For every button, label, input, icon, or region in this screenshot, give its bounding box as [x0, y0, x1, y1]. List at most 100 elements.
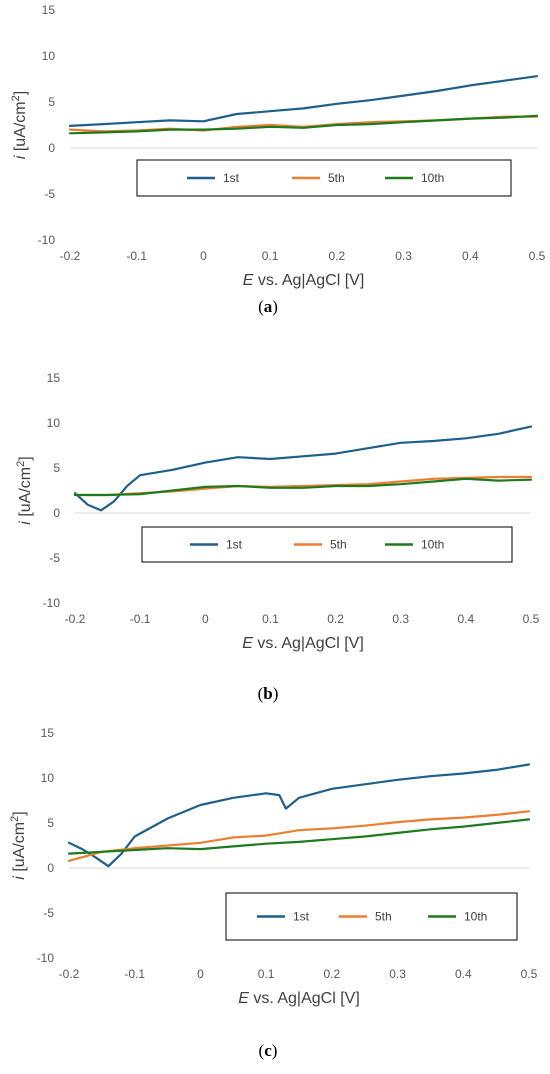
- x-tick-label: 0.2: [329, 249, 346, 263]
- legend-label-10th: 10th: [464, 910, 487, 924]
- y-tick-label: 10: [47, 416, 61, 430]
- y-tick-label: -5: [43, 906, 54, 920]
- panel-label-close: ): [272, 1041, 278, 1060]
- legend-label-5th: 5th: [330, 538, 347, 552]
- y-axis-title-superscript: 2: [15, 461, 27, 467]
- chart-panel-b: -10 -5 0 5 10 15 -0.2 -0.1 0 0.1 0.2 0.3 0.4 0.5 1st 5t…: [15, 371, 540, 703]
- series-line-1st: [67, 763, 531, 868]
- legend-label-5th: 5th: [328, 171, 345, 185]
- y-axis-title-superscript: 2: [9, 816, 21, 822]
- x-tick-label: 0.3: [389, 967, 406, 981]
- y-tick-label: 15: [41, 726, 55, 740]
- y-tick-label: 0: [53, 506, 60, 520]
- panel-label-open: (: [258, 684, 264, 703]
- y-axis-title: i [uA/cm2]: [10, 91, 29, 159]
- x-tick-label: -0.2: [60, 249, 81, 263]
- y-axis-title-text: [uA/cm: [17, 467, 34, 521]
- y-tick-label: 0: [48, 141, 55, 155]
- y-tick-label: 15: [42, 3, 56, 17]
- y-tick-label: 5: [47, 816, 54, 830]
- y-axis-title-close: ]: [11, 811, 28, 815]
- y-tick-label: 15: [47, 371, 61, 385]
- panel-label: (b): [258, 684, 279, 703]
- x-tick-label: -0.1: [126, 249, 147, 263]
- panel-label-close: ): [273, 684, 279, 703]
- y-axis-title: i [uA/cm2]: [15, 456, 34, 524]
- panel-label: (a): [258, 297, 278, 316]
- legend-label-1st: 1st: [226, 538, 243, 552]
- series-line-10th: [68, 114, 539, 135]
- y-tick-label: -10: [37, 951, 55, 965]
- x-tick-label: 0.3: [395, 249, 412, 263]
- chart-panel-c: -10 -5 0 5 10 15 -0.2 -0.1 0 0.1 0.2 0.3 0.4 0.5 1st 5t…: [9, 726, 538, 1060]
- y-tick-label: -5: [44, 187, 55, 201]
- series-line-1st: [73, 425, 533, 512]
- x-axis-title-text: vs. Ag|AgCl [V]: [249, 990, 360, 1007]
- x-tick-label: 0.4: [458, 612, 475, 626]
- panel-label: (c): [259, 1041, 278, 1060]
- panel-label-letter: a: [264, 297, 273, 316]
- series-line-10th: [67, 818, 531, 855]
- chart-panel-a: -10 -5 0 5 10 15 -0.2 -0.1 0 0.1 0.2 0.3 0.4 0.5 1st 5t…: [10, 3, 546, 316]
- series-line-10th: [73, 477, 533, 497]
- x-tick-label: -0.2: [59, 967, 80, 981]
- x-tick-label: 0.2: [324, 967, 341, 981]
- y-tick-label: 5: [53, 461, 60, 475]
- y-tick-label: 5: [48, 95, 55, 109]
- x-tick-label: 0: [200, 249, 207, 263]
- panel-label-letter: c: [264, 1041, 272, 1060]
- y-tick-label: -10: [38, 233, 56, 247]
- x-tick-label: -0.2: [65, 612, 86, 626]
- series-line-5th: [67, 810, 531, 862]
- x-tick-label: 0.5: [529, 249, 546, 263]
- x-axis-title-text: vs. Ag|AgCl [V]: [253, 272, 364, 289]
- y-tick-label: 10: [41, 771, 55, 785]
- x-tick-label: 0.5: [523, 612, 540, 626]
- legend-label-5th: 5th: [375, 910, 392, 924]
- x-axis-title: E vs. Ag|AgCl [V]: [243, 272, 365, 289]
- y-axis-title-close: ]: [17, 456, 34, 460]
- x-tick-label: 0: [197, 967, 204, 981]
- panel-label-open: (: [258, 297, 264, 316]
- x-tick-label: 0.3: [392, 612, 409, 626]
- legend-label-1st: 1st: [223, 171, 240, 185]
- legend-label-10th: 10th: [421, 171, 444, 185]
- y-axis-title-symbol: i: [12, 155, 29, 159]
- x-axis-title-symbol: E: [243, 272, 254, 289]
- y-axis-title-close: ]: [12, 91, 29, 95]
- y-tick-label: -5: [49, 551, 60, 565]
- y-axis-title: i [uA/cm2]: [9, 811, 28, 879]
- y-axis-title-text: [uA/cm: [12, 101, 29, 155]
- panel-label-open: (: [259, 1041, 265, 1060]
- panel-label-close: ): [272, 297, 278, 316]
- y-axis-title-text: [uA/cm: [11, 822, 28, 876]
- series-line-1st: [68, 75, 539, 128]
- x-axis-title-text: vs. Ag|AgCl [V]: [253, 635, 364, 652]
- y-axis-title-symbol: i: [11, 876, 28, 880]
- legend-label-1st: 1st: [293, 910, 310, 924]
- x-axis-title-symbol: E: [238, 990, 249, 1007]
- y-tick-label: -10: [43, 596, 61, 610]
- y-axis-title-symbol: i: [17, 521, 34, 525]
- y-tick-label: 10: [42, 49, 56, 63]
- x-tick-label: 0: [202, 612, 209, 626]
- legend: 1st 5th 10th: [136, 159, 512, 197]
- x-tick-label: 0.4: [462, 249, 479, 263]
- x-tick-label: 0.2: [327, 612, 344, 626]
- x-tick-label: -0.1: [130, 612, 151, 626]
- legend: 1st 5th 10th: [141, 526, 513, 563]
- x-tick-label: 0.4: [455, 967, 472, 981]
- x-axis-title-symbol: E: [242, 635, 253, 652]
- y-axis-title-superscript: 2: [10, 95, 22, 101]
- x-axis-title: E vs. Ag|AgCl [V]: [238, 990, 360, 1007]
- x-tick-label: 0.1: [258, 967, 275, 981]
- x-tick-label: -0.1: [124, 967, 145, 981]
- x-tick-label: 0.5: [521, 967, 538, 981]
- y-tick-label: 0: [47, 861, 54, 875]
- x-axis-title: E vs. Ag|AgCl [V]: [242, 635, 364, 652]
- legend-label-10th: 10th: [421, 538, 444, 552]
- x-tick-label: 0.1: [262, 249, 279, 263]
- x-tick-label: 0.1: [262, 612, 279, 626]
